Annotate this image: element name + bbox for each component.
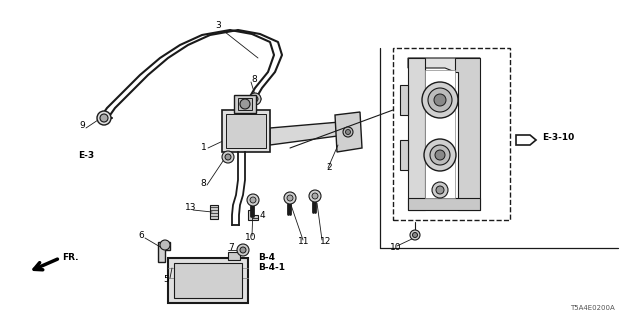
Circle shape [309, 190, 321, 202]
Circle shape [247, 194, 259, 206]
Circle shape [413, 233, 417, 237]
Circle shape [346, 130, 351, 134]
Bar [228, 252, 240, 260]
Bar [174, 263, 242, 298]
Bar [226, 114, 266, 148]
Text: 8: 8 [200, 179, 205, 188]
Polygon shape [455, 58, 480, 210]
Circle shape [312, 193, 318, 199]
Text: E-3: E-3 [78, 150, 94, 159]
Circle shape [249, 93, 261, 105]
Polygon shape [516, 135, 536, 145]
Text: B-4: B-4 [258, 253, 275, 262]
Circle shape [250, 197, 256, 203]
Circle shape [422, 82, 458, 118]
Text: 3: 3 [215, 21, 221, 30]
Text: 1: 1 [201, 143, 207, 153]
Text: 11: 11 [298, 237, 310, 246]
Circle shape [432, 182, 448, 198]
Text: 5: 5 [163, 276, 169, 284]
Polygon shape [100, 113, 108, 123]
Polygon shape [425, 70, 455, 198]
Bar [238, 98, 252, 110]
Circle shape [424, 139, 456, 171]
Bar [210, 205, 218, 219]
Circle shape [240, 247, 246, 253]
Polygon shape [270, 122, 345, 145]
Circle shape [428, 88, 452, 112]
Circle shape [100, 114, 108, 122]
Circle shape [237, 244, 249, 256]
Text: 4: 4 [260, 212, 266, 220]
Polygon shape [408, 58, 480, 72]
Text: FR.: FR. [62, 253, 79, 262]
Circle shape [97, 111, 111, 125]
Circle shape [222, 151, 234, 163]
Text: 13: 13 [185, 204, 196, 212]
Polygon shape [408, 198, 480, 210]
Circle shape [436, 186, 444, 194]
Circle shape [240, 99, 250, 109]
Circle shape [410, 230, 420, 240]
Text: 12: 12 [320, 237, 332, 246]
Bar [393, 48, 510, 220]
Text: 10: 10 [390, 244, 401, 252]
Text: B-4-1: B-4-1 [258, 263, 285, 273]
Polygon shape [335, 112, 362, 152]
Text: 7: 7 [228, 244, 234, 252]
Circle shape [435, 150, 445, 160]
Text: 6: 6 [138, 230, 144, 239]
Text: 10: 10 [245, 234, 257, 243]
Bar [168, 258, 248, 303]
Circle shape [225, 154, 231, 160]
Text: 9: 9 [79, 121, 84, 130]
Bar [234, 95, 256, 113]
Text: 2: 2 [326, 164, 332, 172]
Text: 8: 8 [251, 75, 257, 84]
Polygon shape [408, 58, 425, 210]
Bar [222, 110, 270, 152]
Polygon shape [248, 210, 258, 220]
Circle shape [434, 94, 446, 106]
Polygon shape [400, 85, 408, 115]
Circle shape [287, 195, 293, 201]
Circle shape [160, 240, 170, 250]
Circle shape [252, 96, 258, 102]
Circle shape [430, 145, 450, 165]
Polygon shape [158, 242, 170, 262]
Text: T5A4E0200A: T5A4E0200A [570, 305, 615, 311]
Polygon shape [400, 140, 408, 170]
Circle shape [343, 127, 353, 137]
Circle shape [284, 192, 296, 204]
Text: E-3-10: E-3-10 [542, 133, 574, 142]
